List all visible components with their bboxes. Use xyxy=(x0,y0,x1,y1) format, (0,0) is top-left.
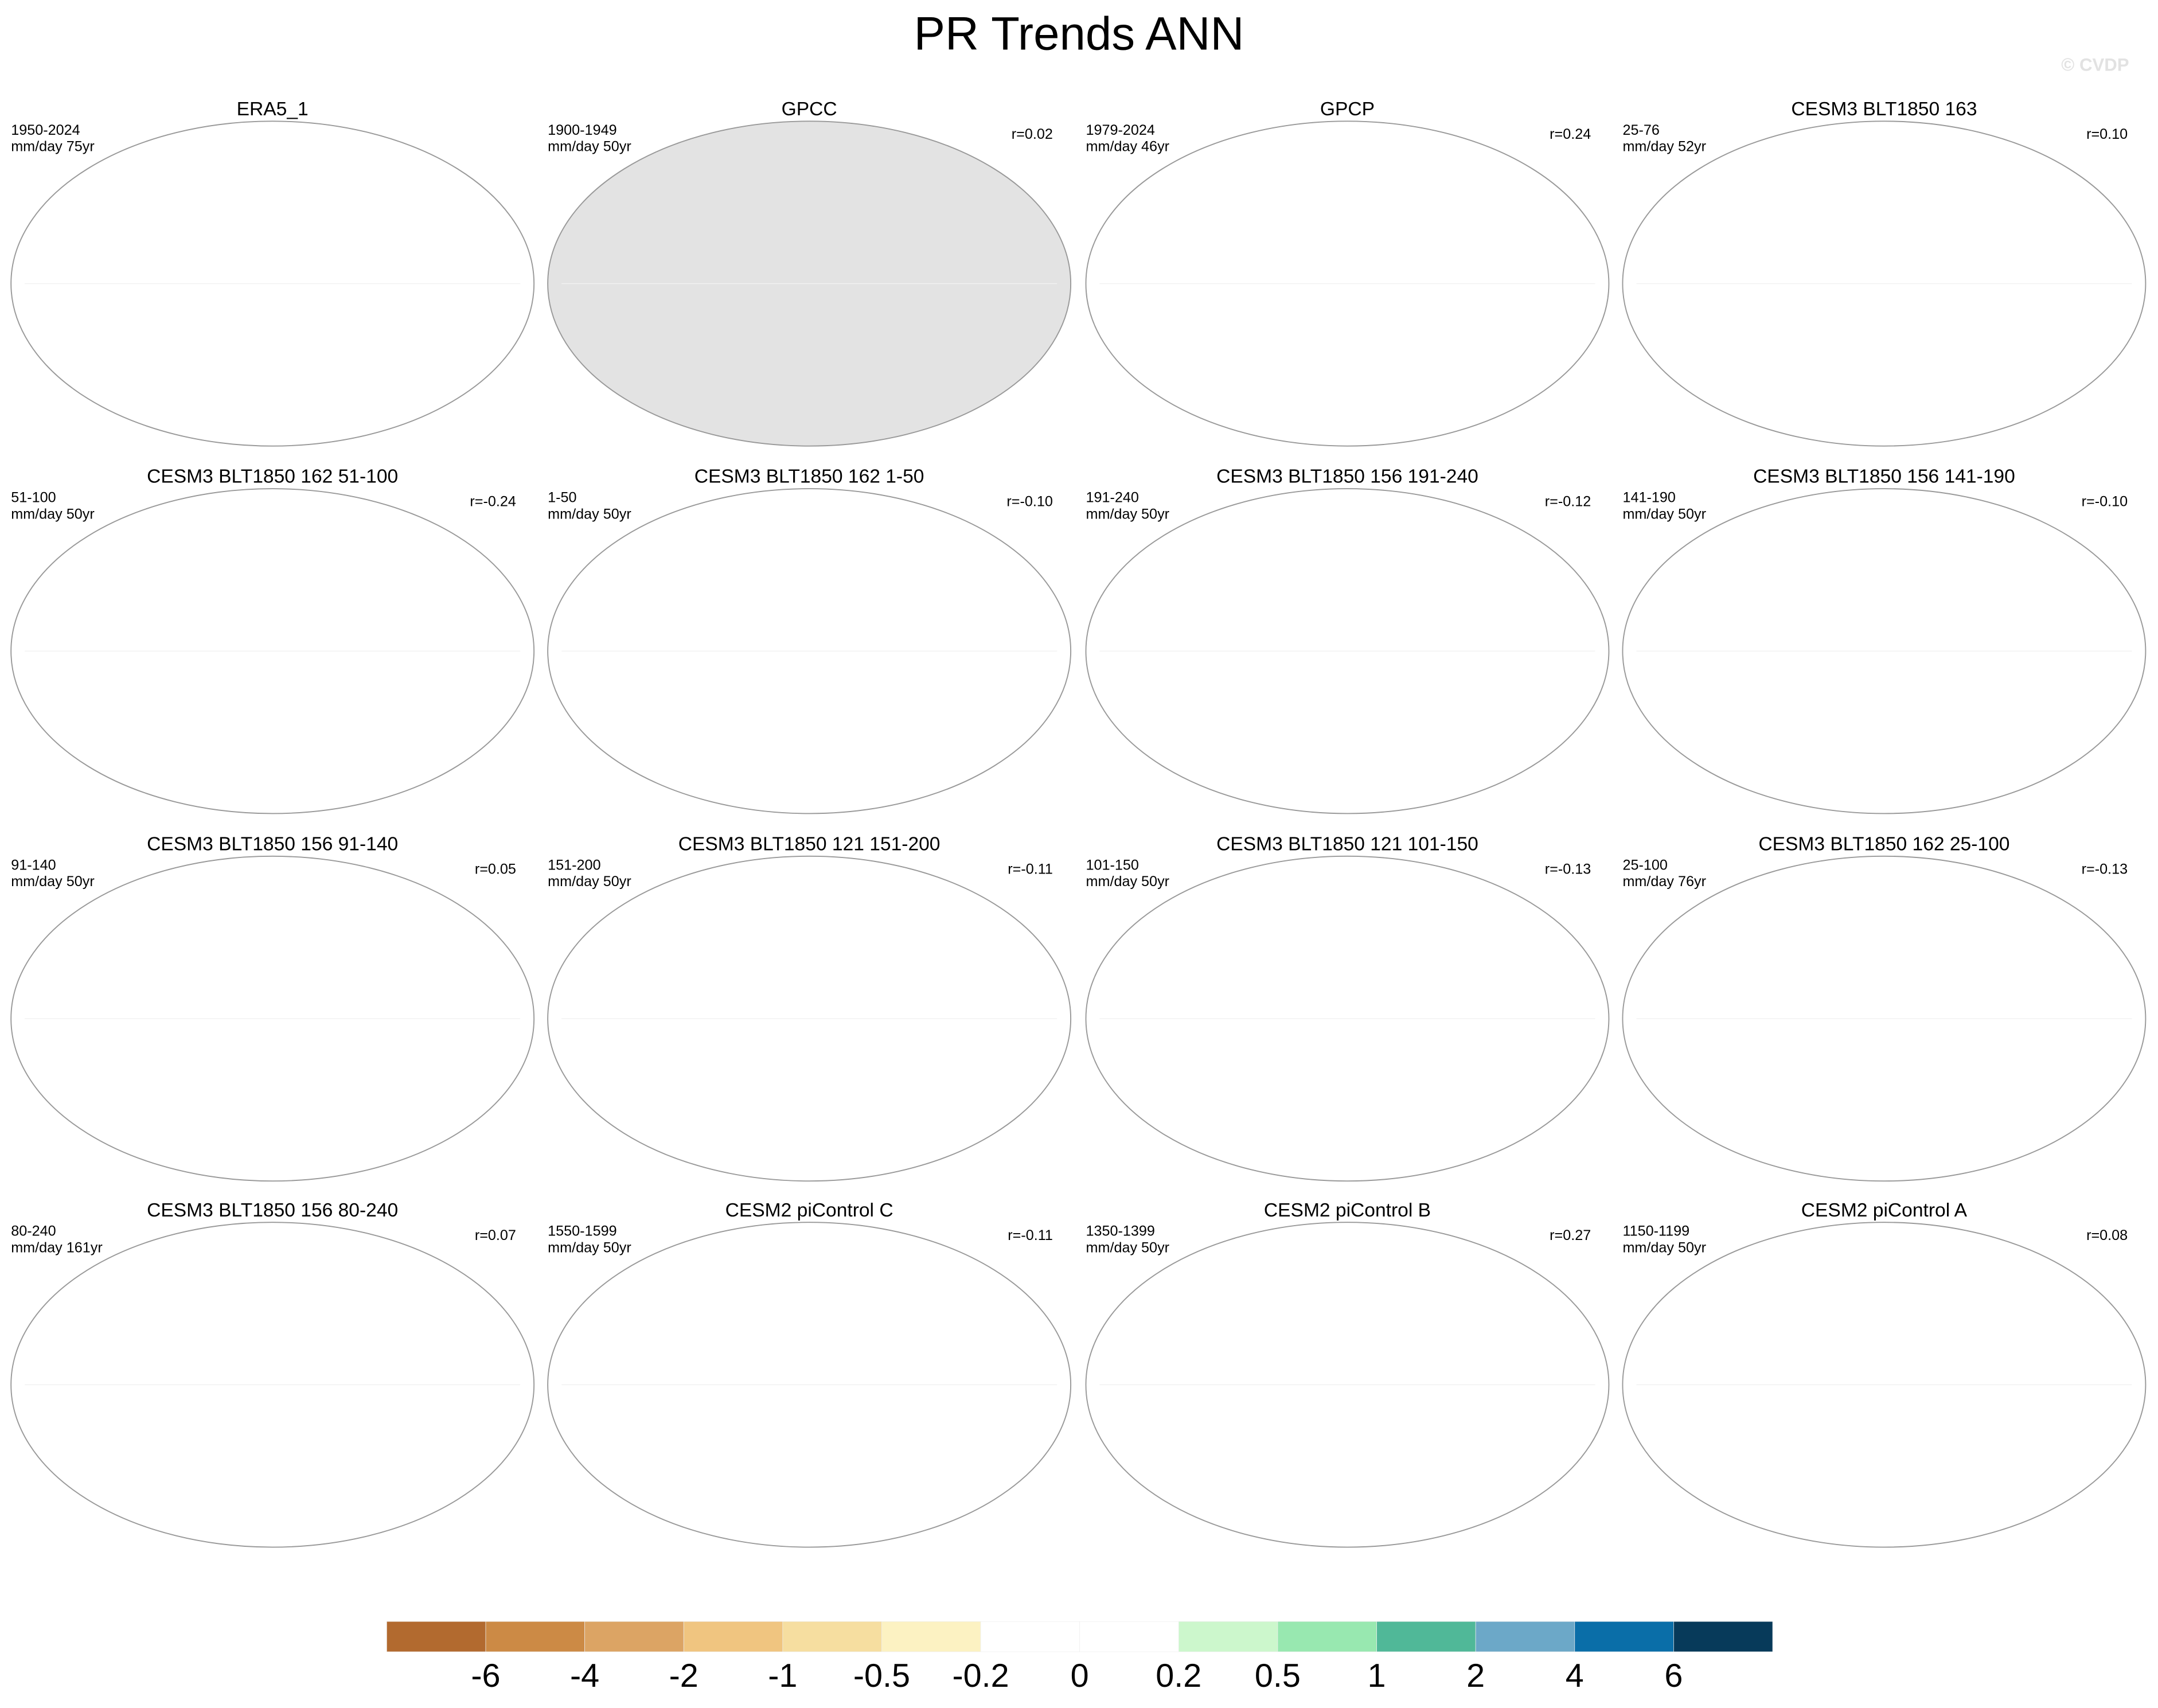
watermark: © CVDP xyxy=(2061,55,2129,75)
colorbar-label: 1 xyxy=(1368,1658,1386,1694)
panel-correlation: r=0.24 xyxy=(1550,126,1591,142)
panel-title: CESM3 BLT1850 162 1-50 xyxy=(694,466,924,488)
colorbar-swatch xyxy=(1277,1621,1377,1652)
panel-title: CESM3 BLT1850 162 25-100 xyxy=(1758,834,2009,855)
colorbar-label: 0 xyxy=(1071,1658,1089,1694)
panel-period: 151-200 xyxy=(548,857,600,873)
panel-title: CESM3 BLT1850 162 51-100 xyxy=(147,466,398,488)
colorbar-swatch xyxy=(881,1621,981,1652)
colorbar-label: -0.2 xyxy=(952,1658,1009,1694)
panel-title: CESM3 BLT1850 163 xyxy=(1791,99,1977,120)
panel-units: mm/day 50yr xyxy=(548,874,631,890)
panel-units: mm/day 50yr xyxy=(1622,506,1706,522)
panel-correlation: r=-0.10 xyxy=(2082,494,2128,510)
panel-period: 101-150 xyxy=(1086,857,1138,873)
colorbar-swatch xyxy=(1376,1621,1476,1652)
figure-title: PR Trends ANN xyxy=(914,7,1244,60)
colorbar-swatch xyxy=(1574,1621,1674,1652)
panel-correlation: r=-0.12 xyxy=(1545,494,1591,510)
panel-period: 25-100 xyxy=(1622,857,1667,873)
colorbar-swatch xyxy=(782,1621,882,1652)
colorbar-label: 4 xyxy=(1566,1658,1584,1694)
panel-correlation: r=0.07 xyxy=(475,1227,516,1243)
colorbar-label: -0.5 xyxy=(853,1658,910,1694)
panel-title: ERA5_1 xyxy=(237,99,309,120)
panel-period: 25-76 xyxy=(1622,122,1659,138)
panel-correlation: r=-0.13 xyxy=(2082,861,2128,877)
panel-title: CESM2 piControl A xyxy=(1801,1200,1968,1221)
colorbar-swatch xyxy=(1079,1621,1179,1652)
colorbar-swatch xyxy=(584,1621,684,1652)
colorbar-label: -2 xyxy=(669,1658,698,1694)
colorbar-swatch xyxy=(1673,1621,1773,1652)
panel-units: mm/day 50yr xyxy=(1086,506,1169,522)
panel-correlation: r=0.10 xyxy=(2086,126,2128,142)
panel-title: CESM3 BLT1850 156 191-240 xyxy=(1216,466,1478,488)
colorbar-label: -1 xyxy=(768,1658,797,1694)
colorbar-swatch xyxy=(683,1621,783,1652)
panel-units: mm/day 50yr xyxy=(548,506,631,522)
panel-correlation: r=0.27 xyxy=(1550,1227,1591,1243)
panel-units: mm/day 50yr xyxy=(11,506,95,522)
panel-correlation: r=0.08 xyxy=(2086,1227,2128,1243)
colorbar-label: 0.5 xyxy=(1255,1658,1301,1694)
panel-units: mm/day 52yr xyxy=(1622,139,1706,155)
panel-correlation: r=-0.13 xyxy=(1545,861,1591,877)
panel-period: 191-240 xyxy=(1086,490,1138,506)
panel-period: 1350-1399 xyxy=(1086,1223,1154,1239)
panel-units: mm/day 50yr xyxy=(548,1239,631,1255)
panel-units: mm/day 50yr xyxy=(1622,1239,1706,1255)
panel-title: CESM3 BLT1850 156 141-190 xyxy=(1753,466,2015,488)
panel-title: GPCC xyxy=(782,99,837,120)
panel-units: mm/day 50yr xyxy=(11,874,95,890)
panel-title: CESM3 BLT1850 121 101-150 xyxy=(1216,834,1478,855)
colorbar-label: -4 xyxy=(570,1658,599,1694)
panel-correlation: r=-0.10 xyxy=(1006,494,1053,510)
panel-period: 1-50 xyxy=(548,490,576,506)
colorbar-label: 2 xyxy=(1466,1658,1485,1694)
panel-title: CESM2 piControl B xyxy=(1264,1200,1431,1221)
panel-period: 1550-1599 xyxy=(548,1223,616,1239)
panel-units: mm/day 50yr xyxy=(1086,1239,1169,1255)
colorbar-swatch xyxy=(1475,1621,1575,1652)
panel-title: CESM3 BLT1850 156 91-140 xyxy=(147,834,398,855)
panel-period: 1979-2024 xyxy=(1086,122,1154,138)
panel-period: 51-100 xyxy=(11,490,56,506)
panel-units: mm/day 50yr xyxy=(548,139,631,155)
panel-units: mm/day 161yr xyxy=(11,1239,103,1255)
panel-period: 1950-2024 xyxy=(11,122,80,138)
panel-title: CESM3 BLT1850 156 80-240 xyxy=(147,1200,398,1221)
panel-period: 80-240 xyxy=(11,1223,56,1239)
panel-correlation: r=0.05 xyxy=(475,861,516,877)
panel-units: mm/day 46yr xyxy=(1086,139,1169,155)
panel-units: mm/day 76yr xyxy=(1622,874,1706,890)
panel-title: CESM2 piControl C xyxy=(725,1200,893,1221)
panel-period: 1150-1199 xyxy=(1622,1223,1689,1239)
colorbar-swatch xyxy=(387,1621,486,1652)
panel-correlation: r=-0.11 xyxy=(1008,1227,1053,1243)
panel-title: CESM3 BLT1850 121 151-200 xyxy=(678,834,941,855)
panel-units: mm/day 50yr xyxy=(1086,874,1169,890)
panel-correlation: r=0.02 xyxy=(1012,126,1053,142)
panel-title: GPCP xyxy=(1320,99,1375,120)
panel-units: mm/day 75yr xyxy=(11,139,95,155)
colorbar-swatch xyxy=(1178,1621,1278,1652)
colorbar-swatch xyxy=(485,1621,585,1652)
panel-correlation: r=-0.11 xyxy=(1008,861,1053,877)
panel-period: 91-140 xyxy=(11,857,56,873)
panel-correlation: r=-0.24 xyxy=(470,494,516,510)
panel-period: 1900-1949 xyxy=(548,122,616,138)
colorbar-label: -6 xyxy=(471,1658,500,1694)
colorbar-label: 6 xyxy=(1664,1658,1683,1694)
panel-period: 141-190 xyxy=(1622,490,1675,506)
colorbar-label: 0.2 xyxy=(1156,1658,1201,1694)
colorbar-swatch xyxy=(980,1621,1080,1652)
